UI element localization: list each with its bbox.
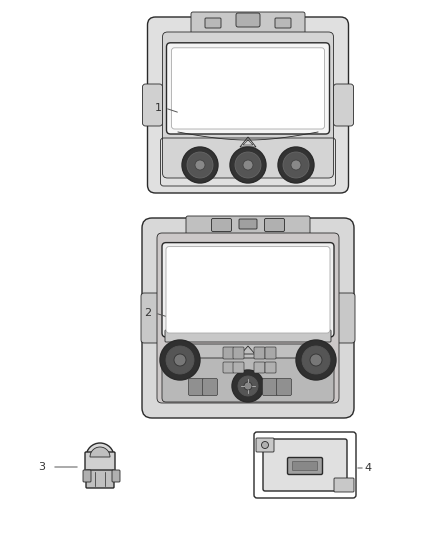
Circle shape	[187, 152, 213, 178]
Text: 4: 4	[364, 463, 371, 473]
FancyBboxPatch shape	[188, 378, 204, 395]
FancyBboxPatch shape	[191, 12, 305, 34]
Circle shape	[235, 152, 261, 178]
FancyBboxPatch shape	[262, 378, 278, 395]
FancyBboxPatch shape	[263, 439, 347, 491]
Circle shape	[230, 147, 266, 183]
FancyBboxPatch shape	[142, 218, 354, 418]
Circle shape	[182, 147, 218, 183]
FancyBboxPatch shape	[112, 470, 120, 482]
FancyBboxPatch shape	[223, 347, 234, 359]
Circle shape	[160, 340, 200, 380]
FancyBboxPatch shape	[205, 18, 221, 28]
FancyBboxPatch shape	[85, 452, 115, 474]
FancyBboxPatch shape	[162, 32, 333, 178]
Circle shape	[243, 160, 253, 170]
Circle shape	[244, 382, 252, 390]
FancyBboxPatch shape	[166, 247, 330, 333]
FancyBboxPatch shape	[333, 84, 353, 126]
Circle shape	[278, 147, 314, 183]
Circle shape	[238, 376, 258, 396]
Text: 2: 2	[145, 308, 152, 318]
FancyBboxPatch shape	[256, 438, 274, 452]
Circle shape	[261, 441, 268, 448]
FancyBboxPatch shape	[162, 243, 334, 337]
FancyBboxPatch shape	[239, 219, 257, 229]
FancyBboxPatch shape	[157, 233, 339, 403]
FancyBboxPatch shape	[223, 362, 234, 373]
FancyBboxPatch shape	[166, 43, 329, 134]
FancyBboxPatch shape	[165, 330, 331, 342]
FancyBboxPatch shape	[236, 13, 260, 27]
FancyBboxPatch shape	[162, 358, 334, 402]
FancyBboxPatch shape	[186, 216, 310, 236]
FancyBboxPatch shape	[187, 344, 308, 376]
FancyBboxPatch shape	[233, 362, 244, 373]
Circle shape	[166, 346, 194, 374]
FancyBboxPatch shape	[265, 347, 276, 359]
FancyBboxPatch shape	[202, 378, 218, 395]
Circle shape	[232, 370, 264, 402]
Text: 1: 1	[155, 103, 162, 113]
Circle shape	[174, 354, 186, 366]
FancyBboxPatch shape	[275, 18, 291, 28]
Circle shape	[296, 340, 336, 380]
FancyBboxPatch shape	[172, 48, 325, 129]
Circle shape	[302, 346, 330, 374]
FancyBboxPatch shape	[293, 462, 318, 471]
Circle shape	[310, 354, 322, 366]
FancyBboxPatch shape	[335, 293, 355, 343]
Circle shape	[283, 152, 309, 178]
FancyBboxPatch shape	[142, 84, 162, 126]
FancyBboxPatch shape	[233, 347, 244, 359]
FancyBboxPatch shape	[141, 293, 161, 343]
FancyBboxPatch shape	[334, 478, 354, 492]
FancyBboxPatch shape	[254, 362, 265, 373]
Circle shape	[291, 160, 301, 170]
Circle shape	[195, 160, 205, 170]
Text: 3: 3	[39, 462, 46, 472]
Wedge shape	[86, 443, 114, 457]
FancyBboxPatch shape	[265, 219, 285, 231]
FancyBboxPatch shape	[276, 378, 292, 395]
FancyBboxPatch shape	[265, 362, 276, 373]
FancyBboxPatch shape	[254, 347, 265, 359]
FancyBboxPatch shape	[287, 457, 322, 474]
FancyBboxPatch shape	[148, 17, 349, 193]
Wedge shape	[90, 447, 110, 457]
FancyBboxPatch shape	[83, 470, 91, 482]
FancyBboxPatch shape	[212, 219, 232, 231]
FancyBboxPatch shape	[86, 470, 114, 488]
